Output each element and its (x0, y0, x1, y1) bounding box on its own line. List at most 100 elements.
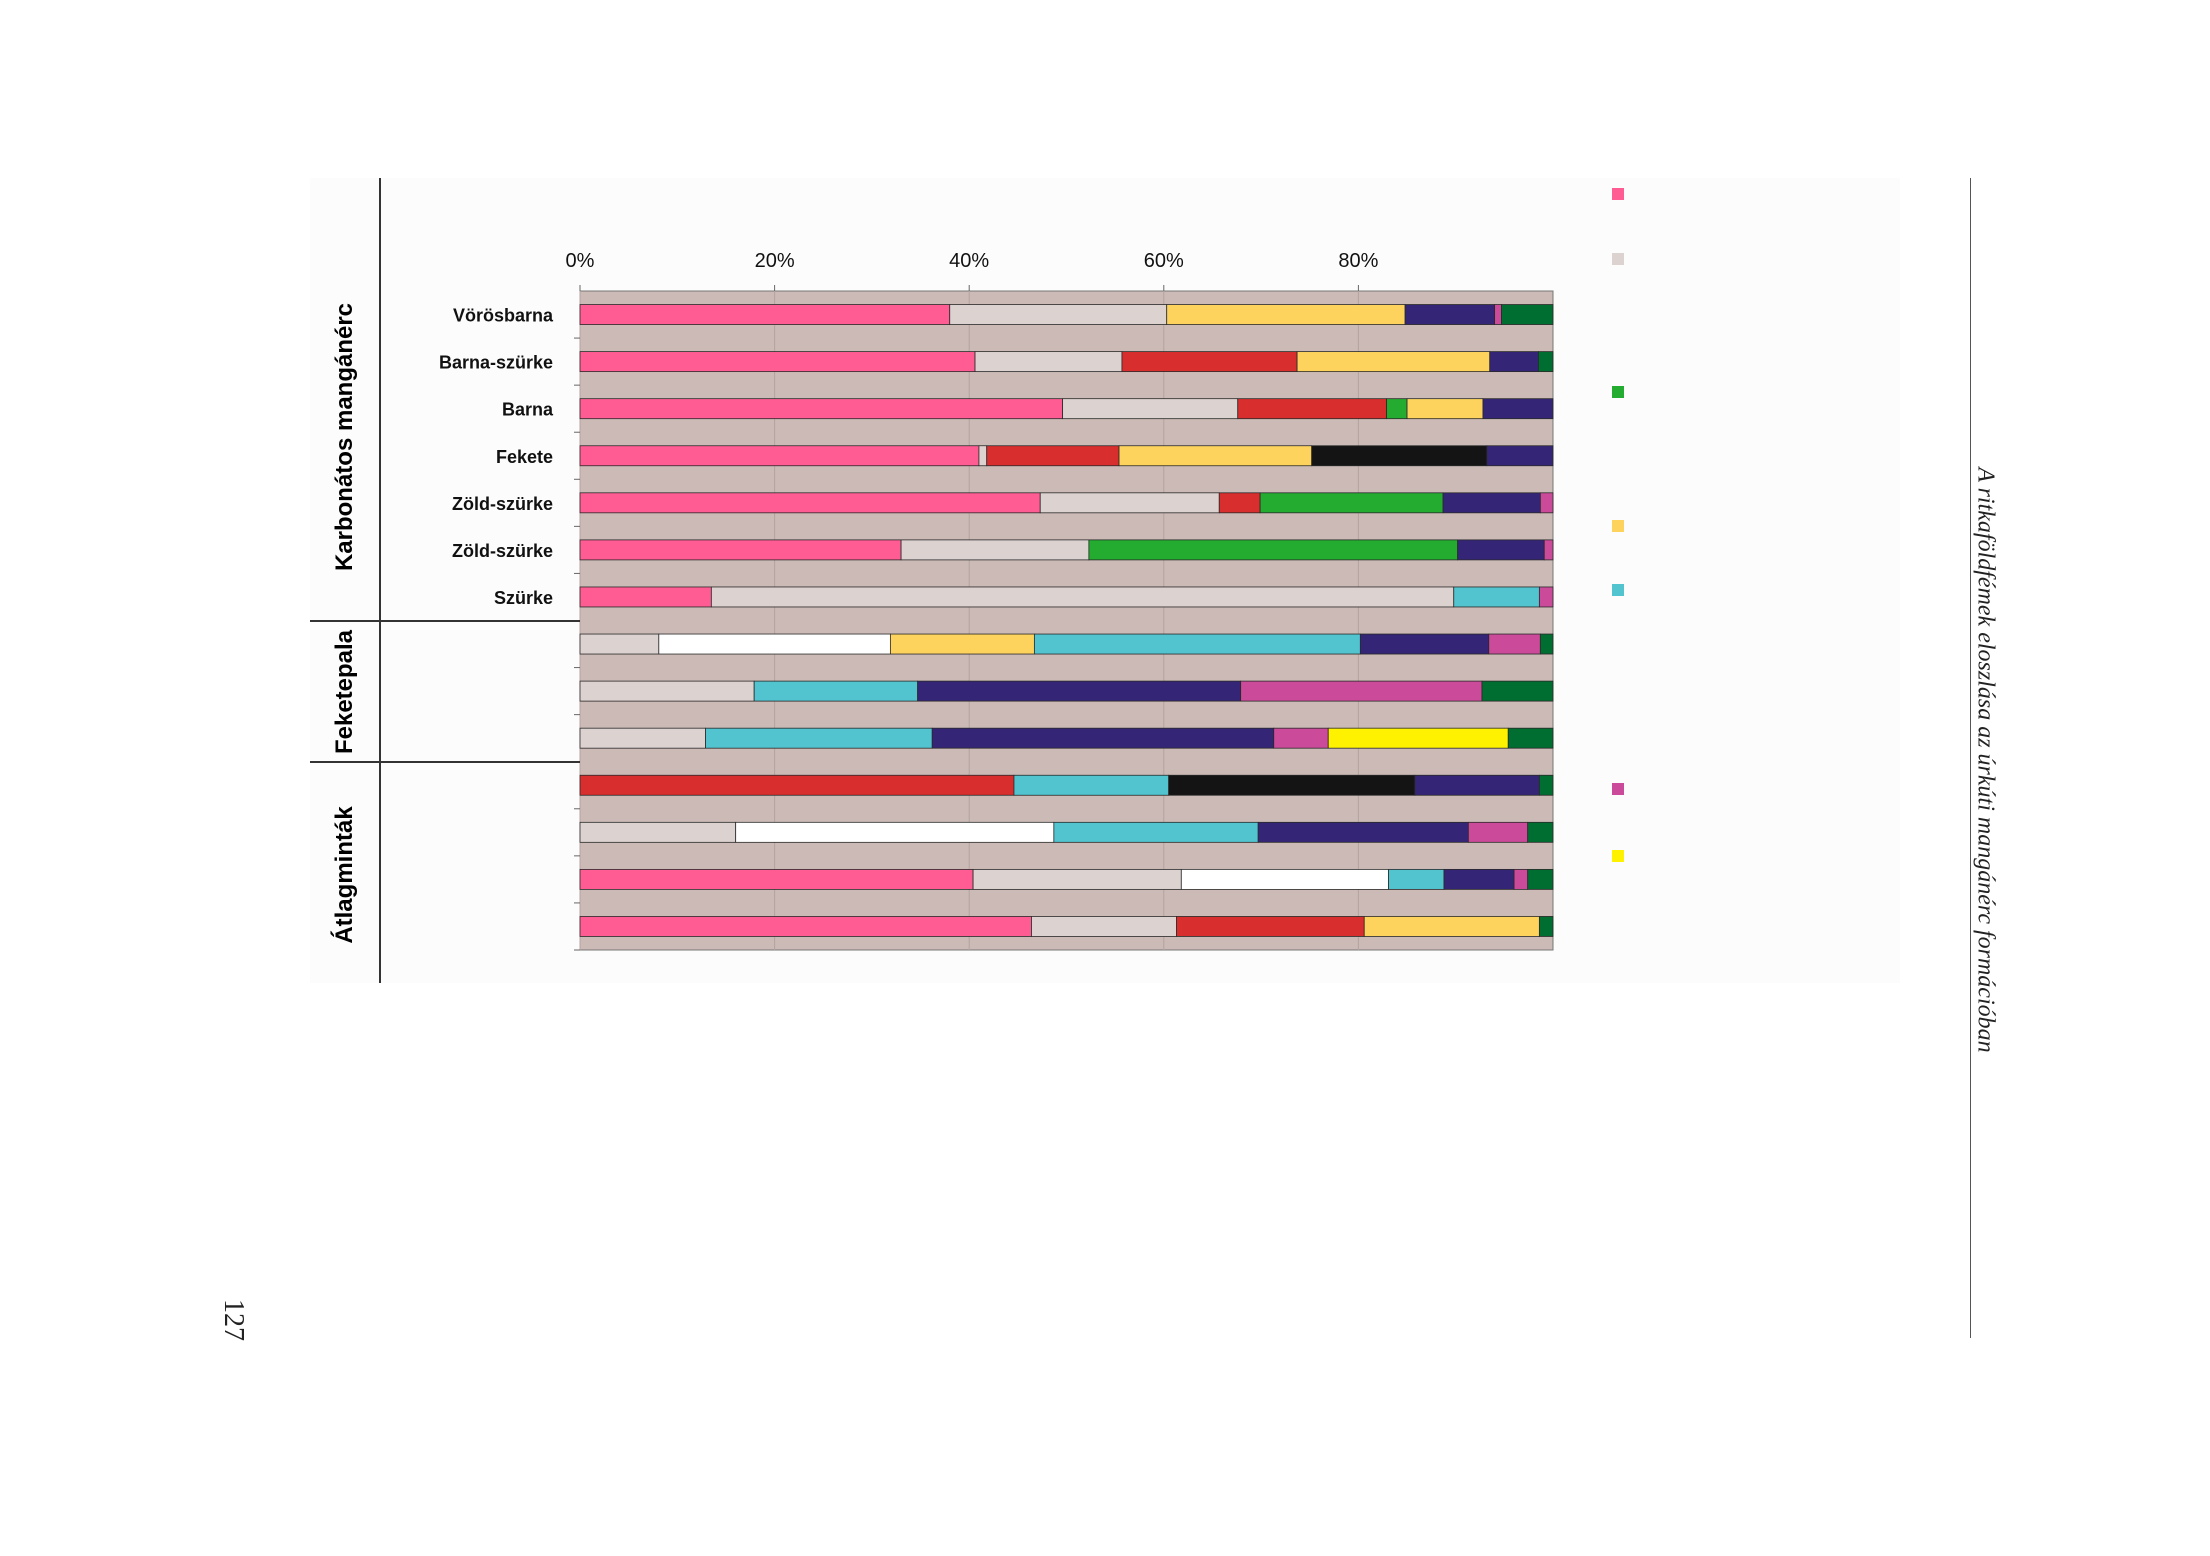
bar-segment (1013, 774, 1170, 796)
bar-segment (579, 916, 1032, 937)
bar-segment (1296, 351, 1491, 373)
bar-segment (579, 586, 712, 608)
chart-figure: 0% 20% 40% 60% 80% Vörösbarna Barna-szürke Barn… (310, 178, 1900, 983)
x-tick-label: 20% (755, 250, 795, 272)
bar-segment (579, 539, 902, 561)
legend-swatch-yellow (1612, 520, 1624, 532)
x-tick-label: 80% (1338, 250, 1378, 272)
bar-segment (1527, 868, 1554, 890)
category-label: Barna-szürke (439, 353, 553, 373)
bar-segment (1501, 304, 1554, 325)
group-divider-1 (310, 620, 580, 622)
x-tick-label: 0% (566, 250, 595, 272)
bar-segment (1527, 821, 1554, 843)
bar-segment (978, 445, 988, 467)
category-label: Vörösbarna (453, 306, 554, 326)
bar-segment (579, 398, 1064, 420)
bar-segment (579, 821, 737, 843)
bar-segment (1539, 492, 1554, 514)
bar-segment (579, 868, 974, 890)
stacked-bar-chart: 0% 20% 40% 60% 80% Vörösbarna Barna-szürke Barn… (439, 250, 1554, 951)
page-number: 127 (218, 1299, 249, 1341)
bar-segment (889, 633, 1035, 655)
bar-segment (1414, 774, 1540, 796)
category-label: Zöld-szürke (452, 541, 553, 561)
bar-segment (1442, 492, 1541, 514)
running-head: A ritkaföldfémek eloszlása az úrkúti man… (1972, 467, 1999, 1053)
legend-swatch-cyan (1612, 584, 1624, 596)
bar-segment (1237, 398, 1388, 420)
bar-segment (1168, 774, 1416, 796)
bar-segment (1488, 633, 1541, 655)
bar-segment (986, 445, 1120, 467)
bar-segment (1404, 304, 1496, 325)
bar-segment (1327, 727, 1509, 749)
bar-segment (579, 445, 980, 467)
bar-segment (949, 304, 1168, 325)
bar-segment (579, 304, 951, 325)
bar-segment (1311, 445, 1488, 467)
bar-segment (1363, 916, 1540, 937)
bar-segment (1538, 351, 1554, 373)
bar-segment (1467, 821, 1529, 843)
bar-segment (1494, 304, 1502, 325)
category-label: Barna (502, 400, 554, 420)
bar-segment (735, 821, 1055, 843)
legend-swatch-magenta (1612, 783, 1624, 795)
legend-swatch-pink (1612, 188, 1624, 200)
bar-segment (1489, 351, 1539, 373)
bar-segment (1453, 586, 1540, 608)
bar-segment (579, 492, 1041, 514)
bar-segment (1406, 398, 1484, 420)
bar-segment (658, 633, 891, 655)
bar-segment (1218, 492, 1261, 514)
bar-segment (972, 868, 1182, 890)
bar-segment (900, 539, 1090, 561)
bar-segment (1513, 868, 1529, 890)
group-label-feketepala: Feketepala (331, 629, 358, 755)
bar-segment (753, 680, 919, 702)
bar-segment (1539, 633, 1554, 655)
bar-segment (1273, 727, 1329, 749)
bar-segment (579, 680, 755, 702)
legend-swatch-brightyellow (1612, 850, 1624, 862)
bar-segment (1031, 916, 1177, 937)
bar-segment (974, 351, 1123, 373)
bar-segment (579, 727, 706, 749)
bar-segment (1538, 586, 1554, 608)
bar-segment (1039, 492, 1220, 514)
bar-segment (1538, 774, 1554, 796)
bar-segment (579, 351, 976, 373)
group-label-atlagmintak: Átlagminták (331, 806, 358, 944)
bar-segment (1053, 821, 1259, 843)
bar-segment (1507, 727, 1554, 749)
x-tick-label: 60% (1144, 250, 1184, 272)
bar-segment (1240, 680, 1483, 702)
bar-segment (1388, 868, 1445, 890)
plot-area (579, 290, 1554, 951)
x-tick-label: 40% (949, 250, 989, 272)
bar-segment (705, 727, 933, 749)
bar-segment (1443, 868, 1515, 890)
group-axis-line (379, 178, 381, 983)
margin-rule (1970, 178, 1971, 1338)
bar-segment (1033, 633, 1361, 655)
bar-segment (1482, 398, 1554, 420)
bar-segment (931, 727, 1275, 749)
bar-segment (1457, 539, 1545, 561)
category-label: Szürke (494, 588, 553, 608)
bar-segment (1543, 539, 1554, 561)
bar-segment (1386, 398, 1408, 420)
bar-segment (917, 680, 1242, 702)
bar-segment (1088, 539, 1459, 561)
legend-swatch-lightgray (1612, 253, 1624, 265)
bar-segment (1257, 821, 1469, 843)
bar-segment (1118, 445, 1313, 467)
bar-segment (1121, 351, 1298, 373)
group-label-karbonatos: Karbonátos mangánérc (331, 302, 358, 572)
bar-segment (710, 586, 1455, 608)
legend-swatch-green (1612, 386, 1624, 398)
bar-segment (1538, 916, 1554, 937)
bar-segment (1359, 633, 1490, 655)
bar-segment (1481, 680, 1554, 702)
